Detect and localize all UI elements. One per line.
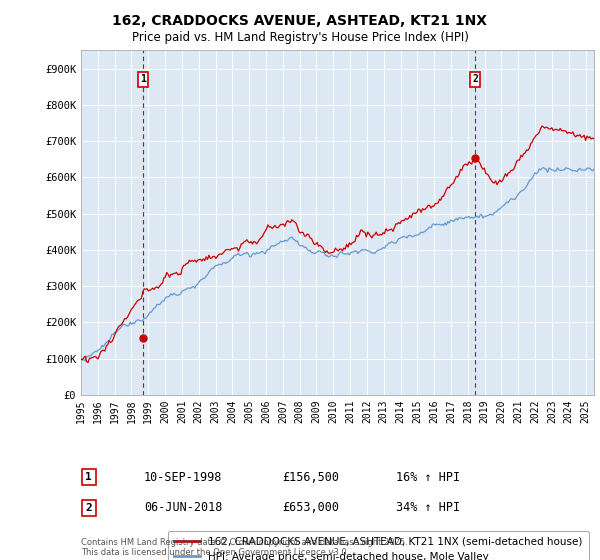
Text: 2: 2 (85, 503, 92, 513)
Text: £653,000: £653,000 (282, 501, 339, 515)
Text: Price paid vs. HM Land Registry's House Price Index (HPI): Price paid vs. HM Land Registry's House … (131, 31, 469, 44)
Text: 162, CRADDOCKS AVENUE, ASHTEAD, KT21 1NX: 162, CRADDOCKS AVENUE, ASHTEAD, KT21 1NX (113, 14, 487, 28)
Text: 34% ↑ HPI: 34% ↑ HPI (396, 501, 460, 515)
Text: 06-JUN-2018: 06-JUN-2018 (144, 501, 223, 515)
Text: 10-SEP-1998: 10-SEP-1998 (144, 470, 223, 484)
Text: 1: 1 (140, 74, 146, 85)
Text: 1: 1 (85, 472, 92, 482)
Text: 16% ↑ HPI: 16% ↑ HPI (396, 470, 460, 484)
Text: 2: 2 (472, 74, 478, 85)
Text: £156,500: £156,500 (282, 470, 339, 484)
Text: Contains HM Land Registry data © Crown copyright and database right 2025.
This d: Contains HM Land Registry data © Crown c… (81, 538, 407, 557)
Legend: 162, CRADDOCKS AVENUE, ASHTEAD, KT21 1NX (semi-detached house), HPI: Average pri: 162, CRADDOCKS AVENUE, ASHTEAD, KT21 1NX… (167, 530, 589, 560)
